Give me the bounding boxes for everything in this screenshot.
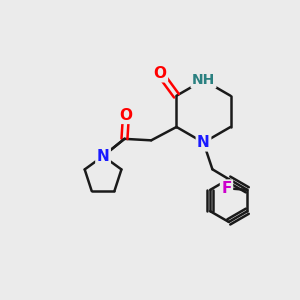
Text: O: O <box>154 66 166 81</box>
Text: N: N <box>97 148 110 164</box>
Text: N: N <box>197 135 210 150</box>
Text: O: O <box>119 108 132 123</box>
Text: NH: NH <box>192 73 215 87</box>
Text: F: F <box>221 181 232 196</box>
